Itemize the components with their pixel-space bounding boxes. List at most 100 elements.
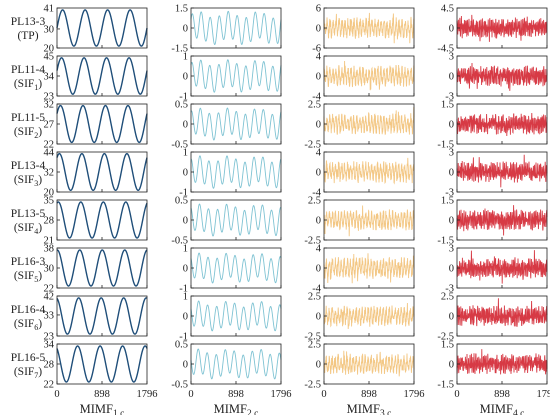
series-line [191,349,281,379]
y-tick-label: 0 [449,168,454,179]
subplot-frame [191,200,281,240]
series-line [191,253,281,283]
series-line [191,108,281,140]
y-tick-label: 0 [316,312,321,323]
subplot-mimf1-row5: 35 28 21 [44,196,148,247]
x-axis-title-mimf3: MIMF3,c [347,402,392,415]
x-tick-label: 898 [94,389,110,400]
series-line [457,250,547,283]
y-tick-label: -0.5 [171,380,188,391]
y-tick-label: 2.5 [308,196,321,207]
series-line [191,156,281,188]
y-tick-label: 0 [449,264,454,275]
subplot-mimf1-row8: 342822 [44,340,148,391]
series-line [324,303,414,329]
x-axis-title-mimf4: MIMF4,c [480,402,525,415]
subplot-mimf1-row1: 413020 [44,4,148,55]
subplot-frame [191,296,281,336]
subplot-mimf3-row5: 2.5 0 -2.5 [304,196,414,247]
subplot-mimf1-row3: 322722 [44,100,148,151]
series-line [457,63,547,91]
subplot-mimf3-row1: 6 0 -6 [312,4,414,55]
series-line [57,154,147,191]
y-tick-label: 4 [316,148,322,159]
subplot-frame [57,200,147,240]
y-tick-label: 0 [183,264,188,275]
x-tick-label: 898 [361,389,377,400]
subplot-mimf4-row7: 2.5 0 -2.5 [437,292,547,343]
y-tick-label: 4 [316,244,322,255]
x-tick-label: 898 [228,389,244,400]
y-tick-label: 0 [449,72,454,83]
series-line [57,298,147,334]
y-tick-label: 0 [316,72,321,83]
subplot-mimf4-row3: 1.50-1.5 [437,100,547,151]
row-label-type: (SIF1) [14,78,42,92]
y-tick-label: 0 [183,216,188,227]
x-axis-title-mimf2: MIMF2,c [214,402,259,415]
series-line [324,253,414,283]
subplot-frame [324,56,414,96]
y-tick-label: 0 [316,120,321,131]
subplot-mimf3-row6: 4 0 -4 [312,244,414,295]
series-line [191,60,281,92]
series-line [191,204,281,236]
y-tick-label: 0.5 [175,100,188,111]
series-line [457,113,547,136]
series-line [457,298,547,327]
x-tick-label: 1796 [271,389,292,400]
x-axis-title-mimf1: MIMF1,c [80,402,125,415]
y-tick-label: 3 [449,52,454,63]
row-label-type: (SIF2) [14,126,42,140]
series-line [324,13,414,43]
subplot-mimf2-row7: 1 0 -1 [179,292,281,343]
y-tick-label: 41 [44,4,55,15]
subplot-mimf2-row3: 0.5 0 -0.5 [171,100,281,151]
series-line [57,202,147,238]
subplot-mimf1-row4: 44 32 20 [44,148,148,199]
y-tick-label: 0 [183,120,188,131]
subplot-mimf1-row2: 453423 [44,52,148,103]
x-tick-label: 898 [494,389,510,400]
subplot-mimf4-row4: 30-3 [445,148,547,199]
subplot-mimf3-row4: 40-4 [312,148,414,199]
y-tick-label: 0.5 [175,340,188,351]
series-line [191,301,281,331]
series-line [191,11,281,44]
series-line [324,158,414,183]
y-tick-label: 0.5 [175,196,188,207]
y-tick-label: 0 [449,120,454,131]
row-label-sensor: PL13-3 [11,16,46,28]
subplot-mimf2-row1: 1.50-1.5 [171,4,281,55]
y-tick-label: 27 [44,120,55,131]
y-tick-label: 0 [316,168,321,179]
y-tick-label: -1.5 [437,380,454,391]
y-tick-label: 0 [449,360,454,371]
y-tick-label: 1 [183,52,188,63]
series-line [324,351,414,377]
y-tick-label: 0 [183,312,188,323]
subplot-frame [191,248,281,288]
y-tick-label: 4.5 [441,4,454,15]
y-tick-label: 0 [316,24,321,35]
x-tick-label: 0 [188,389,193,400]
x-tick-label: 0 [321,389,326,400]
subplot-mimf3-row2: 40-4 [312,52,414,103]
series-line [57,106,147,143]
y-tick-label: 0 [183,72,188,83]
y-tick-label: 1.5 [441,100,454,111]
series-line [57,10,147,46]
row-label-sensor: PL13-4 [11,160,46,172]
y-tick-label: 0 [449,312,454,323]
y-tick-label: 28 [44,216,55,227]
subplot-mimf1-row7: 423323 [44,292,148,343]
series-line [457,155,547,188]
y-tick-label: 0 [183,168,188,179]
y-tick-label: 2.5 [441,292,454,303]
subplot-mimf2-row2: 1 0 -1 [179,52,281,103]
y-tick-label: 3 [449,148,454,159]
y-tick-label: 1.5 [441,340,454,351]
y-tick-label: 33 [44,310,55,321]
row-label-type: (SIF6) [14,318,42,332]
series-line [324,61,414,90]
